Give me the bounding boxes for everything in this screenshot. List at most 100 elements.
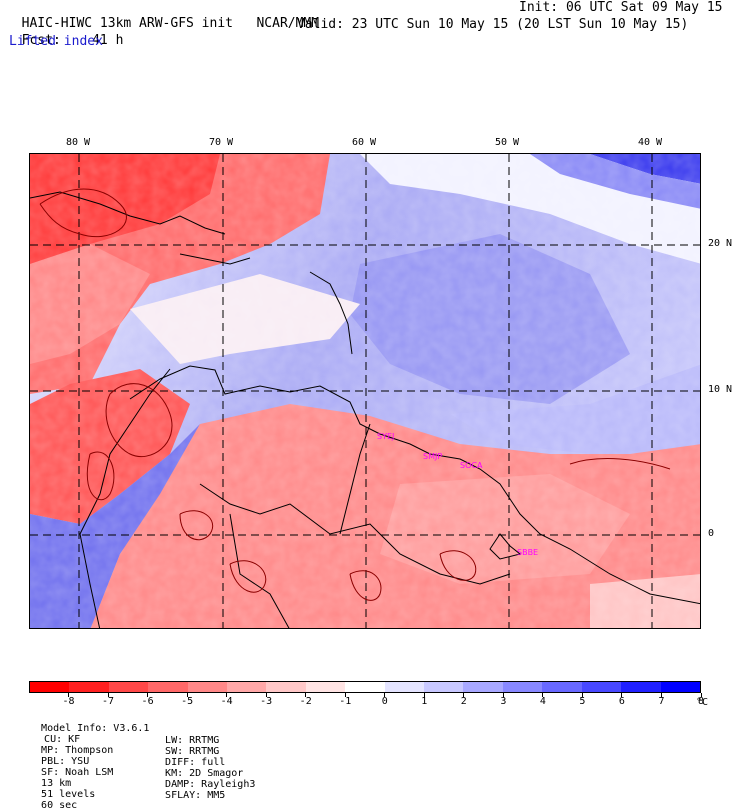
border-inland-2 [229, 513, 290, 628]
border-inland-3 [339, 423, 371, 535]
colorbar [29, 681, 701, 693]
colorbar-tick [542, 693, 544, 697]
colorbar-label: -8 [62, 696, 75, 707]
colorbar-unit: °C [696, 697, 709, 708]
contour-6 [439, 550, 477, 581]
colorbar-label: -7 [102, 696, 115, 707]
sflay-scheme: SFLAY: MM5 [165, 790, 226, 801]
colorbar-label: 3 [500, 696, 507, 707]
model-title: HAIC-HIWC 13km ARW-GFS init NCAR/MMM [6, 0, 319, 32]
contour-3 [86, 451, 115, 501]
colorbar-tick [384, 693, 386, 697]
lat-label-20n: 20 N [708, 238, 733, 249]
colorbar-swatch [108, 682, 149, 692]
colorbar-label: 5 [579, 696, 586, 707]
colorbar-ticks [29, 693, 702, 697]
colorbar-label: -6 [141, 696, 154, 707]
colorbar-label: -5 [181, 696, 194, 707]
colorbar-swatch [345, 682, 385, 692]
colorbar-label: 2 [460, 696, 467, 707]
contour-4 [229, 560, 267, 593]
colorbar-label: -1 [339, 696, 352, 707]
coast-hispaniola [179, 253, 251, 265]
forecast-value: 41 h [92, 33, 124, 48]
colorbar-swatch [30, 682, 70, 692]
colorbar-swatch [305, 682, 346, 692]
colorbar-swatch [581, 682, 622, 692]
colorbar-label: 0 [381, 696, 388, 707]
coast-pacific [79, 368, 171, 628]
timestep: 60 sec [41, 800, 78, 811]
lon-label-50w: 50 W [495, 137, 520, 148]
colorbar-tick [660, 693, 662, 697]
colorbar-tick [186, 693, 188, 697]
colorbar-swatch [424, 682, 464, 692]
coast-south-america-north [129, 365, 700, 605]
colorbar-tick [344, 693, 346, 697]
contour-2 [105, 383, 173, 458]
lon-label-60w: 60 W [352, 137, 377, 148]
colorbar-swatch [148, 682, 188, 692]
contour-5 [349, 570, 382, 601]
lw-scheme: LW: RRTMG [165, 735, 220, 746]
stations: SYEJ SMJP SOCA SBBE [377, 432, 538, 557]
contour-7 [569, 458, 671, 470]
footer-row-2: LW: RRTMG SW: RRTMG DIFF: full KM: 2D Sm… [29, 724, 263, 801]
colorbar-tick [502, 693, 504, 697]
lifted-index-map: SYEJ SMJP SOCA SBBE [29, 153, 701, 629]
colorbar-swatch [69, 682, 109, 692]
forecast-hour: Fcst: 41 h [6, 17, 124, 49]
model-name: HAIC-HIWC 13km ARW-GFS init [21, 16, 233, 31]
contour-8 [179, 510, 214, 541]
colorbar-label: -2 [299, 696, 312, 707]
colorbar-swatch [502, 682, 543, 692]
station-smjp: SMJP [423, 452, 442, 461]
station-sbbe: SBBE [517, 548, 538, 557]
colorbar-label: -4 [220, 696, 233, 707]
colorbar-tick [226, 693, 228, 697]
station-syej: SYEJ [377, 432, 394, 441]
colorbar-swatch [227, 682, 267, 692]
diff-scheme: DIFF: full [165, 757, 226, 768]
colorbar-label: 4 [539, 696, 546, 707]
coastlines [30, 191, 700, 628]
colorbar-tick [621, 693, 623, 697]
colorbar-tick [107, 693, 109, 697]
colorbar-swatch [621, 682, 661, 692]
coast-lesser-antilles [309, 271, 353, 355]
valid-time: Valid: 23 UTC Sun 10 May 15 (20 LST Sun … [297, 17, 689, 32]
lat-label-0: 0 [708, 528, 715, 539]
colorbar-tick [463, 693, 465, 697]
border-inland [199, 483, 511, 585]
colorbar-label: 1 [421, 696, 428, 707]
km-scheme: KM: 2D Smagor [165, 768, 244, 779]
colorbar-swatch [266, 682, 306, 692]
lon-label-80w: 80 W [66, 137, 91, 148]
colorbar-label: -3 [260, 696, 273, 707]
forecast-label: Fcst: [21, 33, 61, 48]
coast-greater-antilles [30, 191, 226, 235]
colorbar-swatch [187, 682, 228, 692]
contour-1 [39, 188, 127, 238]
colorbar-tick [423, 693, 425, 697]
colorbar-swatch [542, 682, 582, 692]
colorbar-swatch [463, 682, 503, 692]
colorbar-swatch [384, 682, 425, 692]
lon-label-40w: 40 W [638, 137, 663, 148]
model-org: NCAR/MMM [256, 16, 320, 31]
model-info: Model Info: V3.6.1 [41, 723, 150, 734]
colorbar-label: 8 [697, 696, 705, 707]
colorbar-tick [581, 693, 583, 697]
station-soca: SOCA [460, 461, 483, 470]
map-svg: SYEJ SMJP SOCA SBBE [30, 154, 700, 628]
coast-marajo [489, 533, 522, 560]
colorbar-swatch [660, 682, 700, 692]
damp-scheme: DAMP: Rayleigh3 [165, 779, 256, 790]
colorbar-tick [305, 693, 307, 697]
colorbar-label: 7 [658, 696, 665, 707]
colorbar-tick [265, 693, 267, 697]
colorbar-tick [147, 693, 149, 697]
li-contours [39, 188, 671, 601]
lon-label-70w: 70 W [209, 137, 234, 148]
lat-label-10n: 10 N [708, 384, 733, 395]
